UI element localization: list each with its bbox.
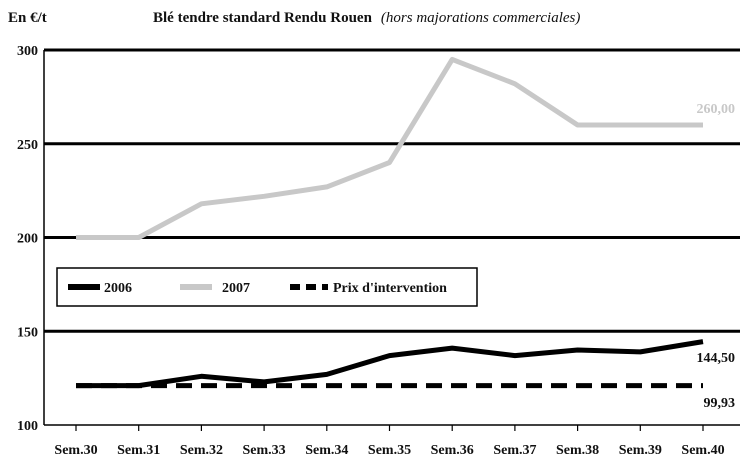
x-tick-label: Sem.34	[305, 443, 348, 458]
data-label-2: 99,93	[704, 396, 736, 411]
x-tick-label: Sem.30	[54, 443, 97, 458]
legend-box	[56, 267, 478, 307]
gridlines	[44, 48, 740, 333]
series-line-1	[76, 56, 703, 240]
x-tick-label: Sem.33	[243, 443, 286, 458]
x-tick-label: Sem.32	[180, 443, 223, 458]
y-axis-ticks: 100 150 200 250 300	[17, 44, 38, 434]
legend-label-2: Prix d'intervention	[333, 281, 447, 296]
chart-subtitle: (hors majorations commerciales)	[381, 10, 580, 26]
data-labels: 260,00 144,50 99,93	[697, 102, 736, 411]
x-tick-label: Sem.40	[681, 443, 724, 458]
y-tick-label: 150	[17, 325, 38, 340]
y-tick-label: 100	[17, 419, 38, 434]
unit-label: En €/t	[8, 10, 47, 26]
chart-title: Blé tendre standard Rendu Rouen (hors ma…	[153, 9, 580, 26]
x-tick-label: Sem.31	[117, 443, 160, 458]
legend-label-0: 2006	[104, 281, 132, 296]
y-tick-label: 200	[17, 232, 38, 247]
x-axis-ticks: Sem.30 Sem.31 Sem.32 Sem.33 Sem.34 Sem.35 Sem.…	[54, 425, 725, 458]
data-label-1: 144,50	[697, 351, 736, 366]
y-tick-label: 300	[17, 44, 38, 59]
legend-label-1: 2007	[222, 281, 250, 296]
data-label-0: 260,00	[697, 102, 736, 117]
series-line-0	[76, 339, 704, 389]
x-tick-label: Sem.36	[431, 443, 474, 458]
series-lines	[76, 56, 704, 389]
legend: 2006 2007 Prix d'intervention	[56, 267, 478, 307]
x-tick-label: Sem.35	[368, 443, 411, 458]
chart-title-main: Blé tendre standard Rendu Rouen	[153, 10, 373, 26]
x-tick-label: Sem.37	[493, 443, 536, 458]
x-tick-label: Sem.38	[556, 443, 599, 458]
x-tick-label: Sem.39	[619, 443, 662, 458]
y-tick-label: 250	[17, 138, 38, 153]
